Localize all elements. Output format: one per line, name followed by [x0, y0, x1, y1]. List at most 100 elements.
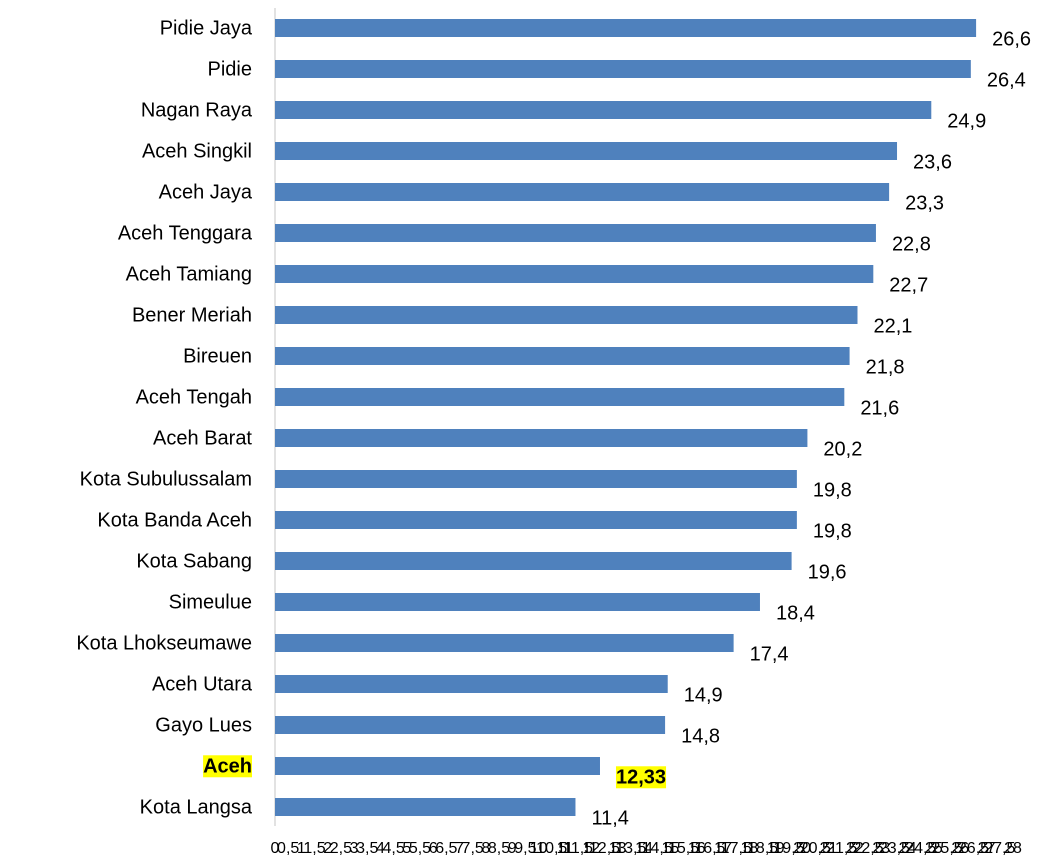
bar	[275, 634, 734, 652]
y-tick-label: Aceh Tengah	[136, 386, 252, 408]
x-tick-label: 1,5	[303, 840, 325, 857]
bar	[275, 265, 874, 283]
x-tick-label: 19	[767, 840, 785, 857]
bar	[275, 306, 858, 324]
bar	[275, 388, 845, 406]
value-label: 19,8	[813, 479, 852, 501]
x-tick-label: 19,5	[773, 840, 804, 857]
bar	[275, 675, 668, 693]
y-tick-label: Kota Langsa	[140, 796, 253, 818]
bar	[275, 183, 890, 201]
x-tick-label: 14,5	[642, 840, 673, 857]
value-label: 19,8	[813, 520, 852, 542]
x-tick-label: 26,5	[958, 840, 989, 857]
x-tick-label: 6,5	[435, 840, 457, 857]
bar	[275, 429, 808, 447]
bar	[275, 224, 876, 242]
x-tick-label: 4	[376, 840, 385, 857]
x-tick-label: 0	[271, 840, 280, 857]
x-tick-label: 20	[793, 840, 811, 857]
highlight	[203, 755, 252, 778]
x-tick-label: 24	[899, 840, 917, 857]
y-tick-label: Gayo Lues	[155, 714, 252, 736]
bar	[275, 757, 600, 775]
y-tick-label: Aceh Tamiang	[126, 263, 252, 285]
x-tick-label: 18,5	[747, 840, 778, 857]
y-tick-label: Pidie	[208, 58, 252, 80]
x-tick-label: 13	[609, 840, 627, 857]
x-tick-label: 21,5	[826, 840, 857, 857]
value-label: 26,6	[992, 28, 1031, 50]
x-tick-label: 6	[429, 840, 438, 857]
bar	[275, 593, 760, 611]
bar	[275, 552, 792, 570]
x-tick-label: 12	[582, 840, 600, 857]
x-tick-label: 17	[714, 840, 732, 857]
value-label: 21,8	[866, 356, 905, 378]
x-tick-label: 8,5	[488, 840, 510, 857]
y-tick-label: Bener Meriah	[132, 304, 252, 326]
x-tick-label: 3	[350, 840, 359, 857]
x-tick-label: 2	[323, 840, 332, 857]
x-tick-label: 18	[741, 840, 759, 857]
x-tick-label: 9	[508, 840, 517, 857]
x-tick-label: 11	[557, 840, 574, 857]
x-tick-label: 5,5	[409, 840, 431, 857]
y-tick-label: Aceh Singkil	[142, 140, 252, 162]
x-tick-label: 26	[951, 840, 969, 857]
y-tick-label: Pidie Jaya	[160, 17, 253, 39]
value-label: 22,7	[889, 274, 928, 296]
y-tick-label: Bireuen	[183, 345, 252, 367]
bar	[275, 470, 797, 488]
x-tick-label: 20,5	[800, 840, 831, 857]
value-label: 17,4	[750, 643, 789, 665]
x-tick-label: 15	[661, 840, 679, 857]
bar	[275, 142, 898, 160]
value-label: 14,8	[681, 725, 720, 747]
x-tick-label: 23	[872, 840, 890, 857]
x-tick-label: 4,5	[382, 840, 404, 857]
x-tick-label: 10,5	[536, 840, 567, 857]
x-tick-label: 15,5	[668, 840, 699, 857]
y-tick-label: Kota Banda Aceh	[97, 509, 252, 531]
x-tick-label: 23,5	[879, 840, 910, 857]
bar	[275, 716, 666, 734]
x-tick-label: 14	[635, 840, 653, 857]
x-tick-label: 22	[846, 840, 864, 857]
x-tick-label: 11,5	[563, 840, 593, 857]
y-tick-label: Aceh Barat	[153, 427, 252, 449]
x-tick-label: 1	[297, 840, 306, 857]
x-tick-label: 5	[402, 840, 411, 857]
y-tick-label: Kota Lhokseumawe	[76, 632, 252, 654]
bar	[275, 19, 977, 37]
value-label: 14,9	[684, 684, 723, 706]
value-label: 12,33	[616, 766, 666, 788]
x-tick-label: 2,5	[330, 840, 352, 857]
highlight	[615, 766, 667, 789]
value-label: 22,1	[873, 315, 912, 337]
value-label: 22,8	[892, 233, 931, 255]
x-tick-label: 16,5	[694, 840, 725, 857]
x-tick-label: 21	[820, 840, 838, 857]
bar	[275, 60, 971, 78]
y-tick-label: Aceh Utara	[152, 673, 253, 695]
value-label: 23,6	[913, 151, 952, 173]
x-tick-label: 17,5	[721, 840, 752, 857]
value-label: 11,4	[591, 807, 628, 829]
bar	[275, 101, 932, 119]
bar	[275, 511, 797, 529]
y-tick-label: Aceh Jaya	[159, 181, 253, 203]
x-tick-label: 3,5	[356, 840, 378, 857]
value-label: 21,6	[860, 397, 899, 419]
y-tick-label: Simeulue	[169, 591, 252, 613]
value-label: 26,4	[987, 69, 1026, 91]
x-tick-label: 12,5	[589, 840, 620, 857]
x-tick-label: 24,5	[905, 840, 936, 857]
value-label: 19,6	[808, 561, 847, 583]
x-tick-label: 13,5	[615, 840, 646, 857]
x-tick-label: 25	[925, 840, 943, 857]
bar	[275, 798, 576, 816]
x-tick-label: 27	[978, 840, 996, 857]
x-tick-label: 16	[688, 840, 706, 857]
value-label: 18,4	[776, 602, 815, 624]
